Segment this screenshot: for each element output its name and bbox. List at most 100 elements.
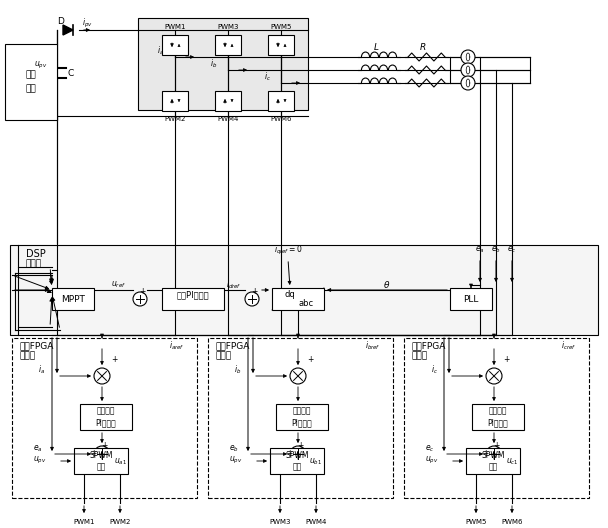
Text: $i_b$: $i_b$	[234, 364, 241, 376]
FancyBboxPatch shape	[208, 338, 393, 498]
Circle shape	[461, 76, 475, 90]
Text: PI调节器: PI调节器	[95, 419, 116, 428]
Text: $u_{pv}$: $u_{pv}$	[229, 455, 243, 466]
Text: SPWM: SPWM	[285, 450, 309, 459]
FancyBboxPatch shape	[472, 404, 524, 430]
Text: $\theta$: $\theta$	[383, 279, 391, 290]
FancyBboxPatch shape	[5, 44, 57, 120]
Text: DSP: DSP	[26, 249, 46, 259]
Text: PWM6: PWM6	[501, 519, 523, 525]
Text: +: +	[111, 355, 117, 364]
Text: PWM3: PWM3	[217, 24, 239, 30]
Text: 第一FPGA: 第一FPGA	[20, 342, 54, 351]
Text: PWM3: PWM3	[269, 519, 291, 525]
Text: $u_{b1}$: $u_{b1}$	[309, 457, 323, 467]
Text: 第一电流: 第一电流	[97, 407, 116, 416]
Text: 算法: 算法	[488, 463, 497, 472]
FancyBboxPatch shape	[268, 35, 294, 55]
Text: $i_a$: $i_a$	[157, 45, 165, 57]
Text: $i_c$: $i_c$	[430, 364, 438, 376]
Text: 电压PI调节器: 电压PI调节器	[177, 290, 209, 299]
FancyBboxPatch shape	[215, 35, 241, 55]
Text: D: D	[58, 17, 64, 26]
Text: 第二电流: 第二电流	[292, 407, 311, 416]
FancyBboxPatch shape	[10, 245, 598, 335]
Text: C: C	[68, 69, 74, 78]
Text: R: R	[420, 43, 426, 52]
Text: $u_{pv}$: $u_{pv}$	[33, 455, 47, 466]
Text: dq: dq	[285, 290, 295, 299]
Text: 算法: 算法	[292, 463, 302, 472]
Text: PI调节器: PI调节器	[292, 419, 313, 428]
Text: +: +	[503, 355, 509, 364]
Text: PWM4: PWM4	[217, 116, 239, 122]
FancyBboxPatch shape	[162, 91, 188, 111]
Text: 算法: 算法	[97, 463, 106, 472]
Text: abc: abc	[299, 299, 313, 308]
FancyBboxPatch shape	[272, 288, 324, 310]
Text: +: +	[286, 448, 292, 457]
Text: PWM5: PWM5	[465, 519, 486, 525]
Circle shape	[245, 292, 259, 306]
Text: $u_{pv}$: $u_{pv}$	[34, 60, 48, 71]
FancyBboxPatch shape	[52, 288, 94, 310]
Text: $i_{qref}=0$: $i_{qref}=0$	[274, 243, 302, 257]
Text: $e_b$: $e_b$	[491, 245, 501, 255]
Text: $i_c$: $i_c$	[263, 71, 271, 83]
Text: PLL: PLL	[463, 295, 478, 304]
Text: PWM1: PWM1	[73, 519, 95, 525]
Text: $e_a$: $e_a$	[33, 444, 43, 454]
Text: SPWM: SPWM	[482, 450, 505, 459]
Text: +: +	[251, 287, 257, 296]
Text: $e_b$: $e_b$	[229, 444, 239, 454]
Text: $i_{pv}$: $i_{pv}$	[81, 16, 92, 30]
Text: 处理器: 处理器	[26, 259, 42, 269]
Text: +: +	[482, 448, 488, 457]
Text: $i_{bref}$: $i_{bref}$	[365, 340, 381, 352]
Text: 第三FPGA: 第三FPGA	[412, 342, 446, 351]
Text: +: +	[139, 287, 145, 296]
Text: $e_c$: $e_c$	[507, 245, 517, 255]
Circle shape	[486, 446, 502, 462]
Text: L: L	[373, 43, 379, 52]
Text: PWM6: PWM6	[270, 116, 292, 122]
FancyBboxPatch shape	[276, 404, 328, 430]
FancyBboxPatch shape	[268, 91, 294, 111]
Text: 第三电流: 第三电流	[489, 407, 507, 416]
Text: +: +	[101, 440, 107, 449]
Circle shape	[290, 446, 306, 462]
Text: $u_{pv}$: $u_{pv}$	[425, 455, 439, 466]
Circle shape	[486, 368, 502, 384]
Text: +: +	[90, 448, 96, 457]
Circle shape	[290, 368, 306, 384]
FancyBboxPatch shape	[138, 18, 308, 110]
Text: 光伏: 光伏	[26, 71, 36, 80]
Text: $u_{a1}$: $u_{a1}$	[114, 457, 126, 467]
FancyBboxPatch shape	[466, 448, 520, 474]
Circle shape	[461, 50, 475, 64]
Circle shape	[461, 63, 475, 77]
Text: 处理器: 处理器	[20, 352, 36, 361]
Text: $i_{dref}$: $i_{dref}$	[226, 279, 242, 291]
Text: PWM2: PWM2	[164, 116, 185, 122]
FancyBboxPatch shape	[162, 35, 188, 55]
Text: SPWM: SPWM	[89, 450, 112, 459]
Text: PWM5: PWM5	[271, 24, 292, 30]
Text: +: +	[307, 355, 313, 364]
Text: 处理器: 处理器	[412, 352, 428, 361]
Text: $e_c$: $e_c$	[425, 444, 435, 454]
Circle shape	[133, 292, 147, 306]
FancyBboxPatch shape	[74, 448, 128, 474]
Text: 第二FPGA: 第二FPGA	[216, 342, 250, 351]
FancyBboxPatch shape	[450, 288, 492, 310]
Circle shape	[94, 446, 110, 462]
Text: 处理器: 处理器	[216, 352, 232, 361]
Text: PWM4: PWM4	[305, 519, 326, 525]
Text: PWM1: PWM1	[164, 24, 186, 30]
Text: +: +	[493, 440, 499, 449]
Text: $i_{aref}$: $i_{aref}$	[169, 340, 185, 352]
Circle shape	[94, 368, 110, 384]
Text: MPPT: MPPT	[61, 295, 85, 304]
Text: $i_{cref}$: $i_{cref}$	[561, 340, 576, 352]
FancyBboxPatch shape	[80, 404, 132, 430]
